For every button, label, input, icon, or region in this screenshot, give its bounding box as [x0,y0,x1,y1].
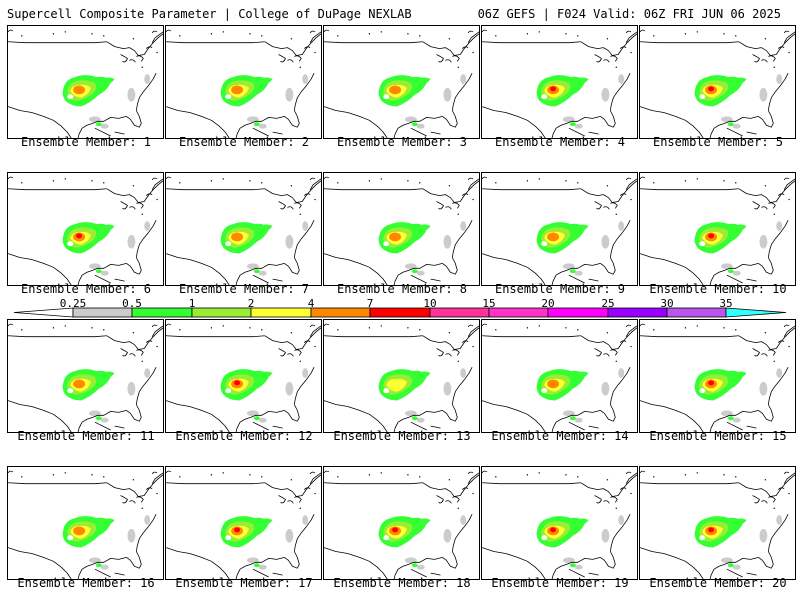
colorbar-segment [310,307,371,318]
ensemble-member-label: Ensemble Member: 8 [336,282,468,296]
ensemble-member-map [7,25,164,139]
colorbar-segment [250,307,312,318]
ensemble-member-label: Ensemble Member: 17 [175,576,313,590]
us-map [640,176,795,285]
chart-title: Supercell Composite Parameter | College … [7,7,412,21]
ensemble-member-map [639,25,796,139]
us-map [8,29,163,138]
ensemble-member-label: Ensemble Member: 13 [333,429,471,443]
us-map [482,29,637,138]
ensemble-member-label: Ensemble Member: 12 [175,429,313,443]
us-map [8,470,163,579]
us-map [482,470,637,579]
us-map [324,323,479,432]
us-map [640,470,795,579]
us-map [324,470,479,579]
us-map [8,323,163,432]
colorbar-segment [607,307,668,318]
ensemble-member-map [639,172,796,286]
colorbar-segment [547,307,609,318]
us-map [640,323,795,432]
us-map [166,323,321,432]
ensemble-member-label: Ensemble Member: 2 [178,135,310,149]
ensemble-member-label: Ensemble Member: 1 [20,135,152,149]
ensemble-member-map [165,25,322,139]
colorbar-tick-label: 1 [188,297,196,310]
ensemble-member-map [323,172,480,286]
ensemble-member-label: Ensemble Member: 5 [652,135,784,149]
colorbar-segment [191,307,252,318]
us-map [324,176,479,285]
ensemble-member-label: Ensemble Member: 4 [494,135,626,149]
ensemble-member-map [7,319,164,433]
ensemble-member-map [7,466,164,580]
us-map [482,323,637,432]
ensemble-member-label: Ensemble Member: 19 [491,576,629,590]
colorbar-tick-label: 25 [601,297,615,310]
ensemble-member-map [639,319,796,433]
us-map [166,176,321,285]
ensemble-member-map [481,319,638,433]
ensemble-member-map [165,172,322,286]
colorbar-segment [488,307,549,318]
colorbar-right-arrow [725,307,787,318]
ensemble-member-map [639,466,796,580]
us-map [640,29,795,138]
ensemble-member-map [165,466,322,580]
ensemble-member-label: Ensemble Member: 11 [17,429,155,443]
us-map [482,176,637,285]
model-run-valid-time: 06Z GEFS | F024 Valid: 06Z FRI JUN 06 20… [477,7,781,21]
colorbar-segment [369,307,431,318]
ensemble-member-label: Ensemble Member: 15 [649,429,787,443]
colorbar-tick-label: 20 [541,297,555,310]
colorbar-tick-label: 35 [719,297,733,310]
us-map [166,470,321,579]
ensemble-member-label: Ensemble Member: 6 [20,282,152,296]
ensemble-member-label: Ensemble Member: 18 [333,576,471,590]
ensemble-member-label: Ensemble Member: 10 [649,282,787,296]
ensemble-member-map [481,466,638,580]
us-map [324,29,479,138]
ensemble-member-map [323,25,480,139]
colorbar-legend [13,307,787,318]
colorbar-segment [429,307,490,318]
colorbar-tick-label: 2 [247,297,255,310]
ensemble-member-label: Ensemble Member: 16 [17,576,155,590]
us-map [166,29,321,138]
ensemble-member-map [165,319,322,433]
colorbar-tick-label: 4 [307,297,315,310]
colorbar-tick-label: 7 [366,297,374,310]
ensemble-member-map [323,466,480,580]
ensemble-member-label: Ensemble Member: 9 [494,282,626,296]
colorbar-tick-label: 30 [660,297,674,310]
ensemble-member-label: Ensemble Member: 7 [178,282,310,296]
colorbar-tick-label: 0.5 [122,297,142,310]
us-map [8,176,163,285]
colorbar-tick-label: 10 [423,297,437,310]
ensemble-member-label: Ensemble Member: 20 [649,576,787,590]
ensemble-member-map [323,319,480,433]
colorbar-segment [666,307,727,318]
colorbar-tick-label: 15 [482,297,496,310]
ensemble-member-map [481,25,638,139]
ensemble-member-label: Ensemble Member: 14 [491,429,629,443]
colorbar-tick-label: 0.25 [59,297,87,310]
ensemble-member-map [481,172,638,286]
ensemble-member-map [7,172,164,286]
ensemble-member-label: Ensemble Member: 3 [336,135,468,149]
